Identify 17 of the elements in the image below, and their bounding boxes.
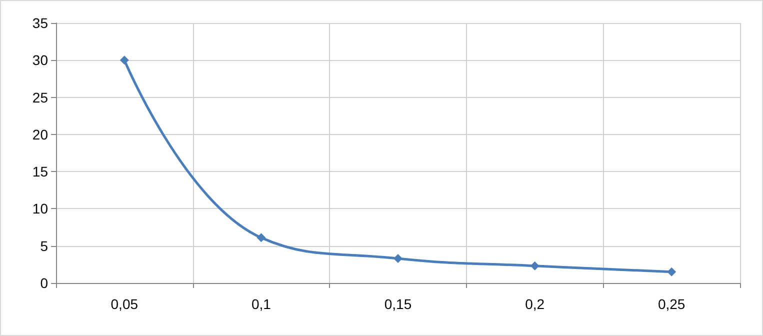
y-tick-label: 15	[32, 164, 48, 180]
x-tick-label: 0,15	[384, 296, 412, 312]
x-tick-label: 0,1	[251, 296, 272, 312]
y-tick-label: 30	[32, 52, 48, 68]
y-tick-label: 10	[32, 200, 48, 217]
point	[256, 233, 266, 242]
point	[667, 267, 676, 276]
point	[394, 254, 402, 263]
y-tick-label: 0	[40, 275, 48, 291]
y-tick-label: 35	[32, 15, 48, 31]
x-tick-label: 0,05	[110, 296, 138, 312]
y-tick-label: 5	[40, 238, 48, 254]
point	[120, 56, 129, 65]
x-tick-label: 0,25	[658, 296, 686, 312]
y-tick-label: 20	[32, 126, 48, 142]
x-tick-label: 0,2	[525, 296, 545, 312]
y-tick-label: 25	[32, 89, 48, 106]
